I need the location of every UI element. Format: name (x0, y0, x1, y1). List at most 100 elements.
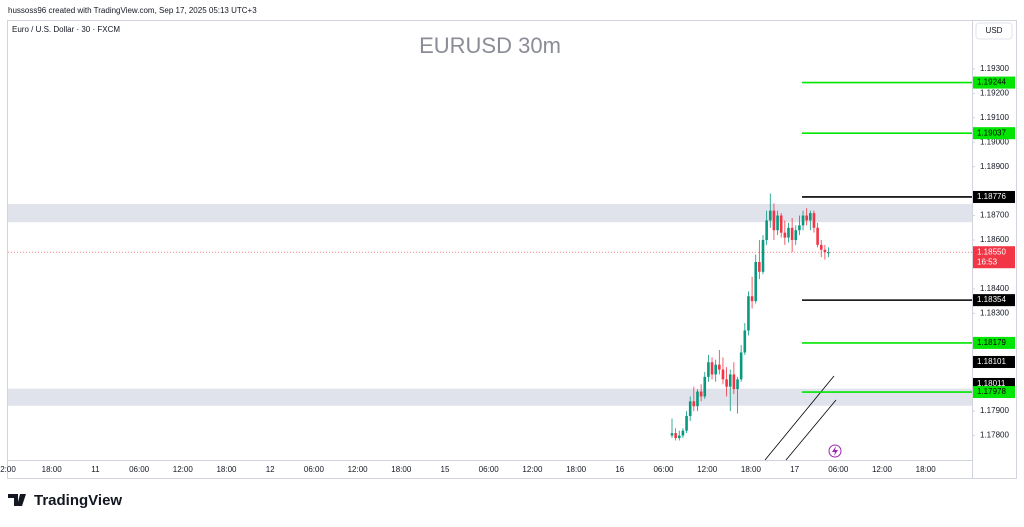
x-tick-label: 12:00 (173, 465, 194, 474)
y-tick-label: 1.17900 (980, 406, 1009, 415)
candle-body (677, 435, 681, 438)
candle-body (685, 416, 688, 431)
level-tag (973, 127, 1015, 140)
logo: TradingView (8, 492, 122, 509)
trend-line (785, 399, 837, 461)
candle-body (794, 230, 798, 240)
x-tick-label: 06:00 (129, 465, 150, 474)
y-tick-label: 1.18400 (980, 284, 1009, 293)
candle-body (732, 374, 736, 390)
level-tag (973, 76, 1015, 89)
watermark: EURUSD 30m (419, 33, 561, 58)
candle-body (688, 401, 692, 416)
level-label: 1.18011 (977, 379, 1006, 388)
zone (8, 388, 972, 406)
x-tick-label: 12 (266, 465, 275, 474)
candle-body (812, 213, 816, 228)
level-label: 1.18101 (977, 357, 1006, 366)
last-price-tag (973, 246, 1015, 269)
zone (8, 204, 972, 223)
candle-body (743, 330, 747, 353)
candle-body (728, 374, 732, 387)
symbol: Euro / U.S. Dollar · 30 · FXCM (12, 25, 120, 34)
candle-body (750, 296, 754, 302)
event-bolt (832, 446, 838, 456)
candle-body (779, 215, 783, 233)
candle-body (758, 262, 761, 272)
candle-body (761, 240, 765, 272)
candle-body (747, 296, 750, 331)
y-tick-label: 1.18600 (980, 235, 1009, 244)
plot (8, 193, 972, 441)
currency[interactable]: USD (986, 26, 1003, 35)
x-tick-label: 15 (441, 465, 450, 474)
candle-body (787, 227, 790, 238)
candle-body (776, 215, 779, 231)
candle-body (681, 430, 685, 436)
candle-body (823, 249, 827, 253)
x-tick-label: 2:00 (0, 465, 16, 474)
candle-body (739, 352, 743, 380)
x-tick-label: 11 (91, 465, 100, 474)
countdown: 16:53 (977, 257, 998, 266)
level-label: 1.18776 (977, 192, 1006, 201)
candle-body (721, 369, 725, 380)
credit: hussoss96 created with TradingView.com, … (8, 6, 257, 15)
candle-body (768, 210, 772, 221)
x-tick-label: 18:00 (216, 465, 237, 474)
x-tick-label: 06:00 (653, 465, 674, 474)
candle-body (692, 401, 696, 407)
level-label: 1.18179 (977, 338, 1006, 347)
candle-body (710, 362, 714, 375)
y-tick-label: 1.19300 (980, 64, 1009, 73)
y-tick-label: 1.19200 (980, 88, 1009, 97)
candle-body (805, 215, 808, 221)
y-tick-label: 1.17800 (980, 431, 1009, 440)
candle-body (790, 227, 794, 240)
x-tick-label: 12:00 (522, 465, 543, 474)
level-tag (973, 190, 1015, 203)
x-tick-label: 12:00 (697, 465, 718, 474)
x-tick-label: 18:00 (391, 465, 412, 474)
candle-body (718, 364, 721, 370)
candle-body (783, 232, 787, 238)
y-tick-label: 1.19000 (980, 137, 1009, 146)
x-tick-label: 12:00 (348, 465, 369, 474)
candle-body (809, 213, 812, 221)
level-label: 1.19244 (977, 78, 1006, 87)
candle-body (772, 210, 776, 231)
level-tag (973, 386, 1015, 399)
y-tick-label: 1.18300 (980, 308, 1009, 317)
candle-body (725, 379, 728, 387)
currency-box[interactable] (975, 22, 1013, 40)
candle-body (714, 364, 717, 375)
x-tick-label: 18:00 (566, 465, 587, 474)
x-tick-label: 17 (790, 465, 799, 474)
level-label: 1.19037 (977, 128, 1006, 137)
level-tag (973, 336, 1015, 349)
candle-body (699, 391, 703, 397)
x-tick-label: 18:00 (42, 465, 63, 474)
level-label: 1.18354 (977, 295, 1006, 304)
x-tick-label: 18:00 (916, 465, 937, 474)
x-tick-label: 16 (615, 465, 624, 474)
y-tick-label: 1.18900 (980, 162, 1009, 171)
level-tag (973, 294, 1015, 307)
candle-body (703, 376, 707, 397)
candle-body (801, 215, 805, 226)
candle-body (827, 252, 830, 254)
level-tag (973, 355, 1015, 368)
trend-line (764, 375, 835, 461)
candle-body (736, 379, 739, 390)
y-tick-label: 1.18700 (980, 211, 1009, 220)
x-tick-label: 06:00 (479, 465, 500, 474)
candle-body (674, 433, 677, 438)
last-price-label: 1.18550 (977, 247, 1006, 256)
candle-body (670, 433, 674, 436)
candle-body (765, 220, 768, 240)
y-tick-label: 1.19100 (980, 113, 1009, 122)
candle-body (754, 262, 758, 302)
